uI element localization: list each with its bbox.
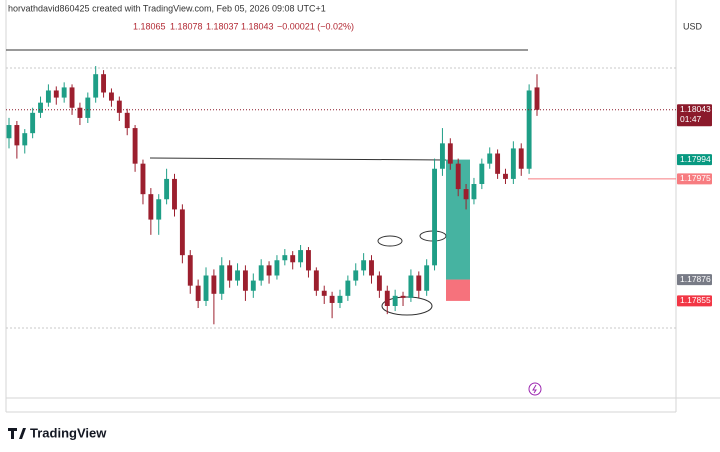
ohlc-close: 1.18043 [241,21,274,31]
price-tag-label: 1.17876 [680,274,711,284]
price-tag [677,295,712,307]
candle-body [321,290,327,296]
price-tag [677,274,712,286]
candle-body [384,290,390,306]
drawn-ellipse [377,235,403,247]
ohlc-change: −0.00021 (−0.02%) [277,21,354,31]
candle-body [53,90,59,98]
plot-area [6,0,676,398]
candle-body [329,295,335,303]
candle-body [439,143,445,169]
candle-body [22,133,28,146]
price-tag [677,173,712,185]
candle-body [211,275,217,294]
candle-body [353,270,359,281]
candle-body [6,125,12,139]
candle-body [172,178,177,210]
candle-body [345,280,351,296]
candle-body [61,87,67,98]
candle-body [503,173,508,179]
price-tag-label: 1.17975 [680,173,711,183]
candle-body [298,250,304,263]
candle-body [455,163,461,190]
candle-body [518,148,524,169]
candle-body [235,270,240,281]
candle-body [471,184,477,200]
event-icon [532,384,537,394]
candle-body [45,90,51,103]
candle-body [124,112,130,129]
currency: USD [683,21,703,31]
ohlc-high: 1.18078 [170,21,203,31]
logo: TradingView [8,425,107,440]
candle-body [156,199,162,220]
candle-body [132,128,138,164]
candle-body [534,87,540,110]
candle-body [416,275,422,291]
candle-body [376,275,382,291]
candle-body [14,125,20,146]
credit: horvathdavid860425 created with TradingV… [8,3,326,13]
candle-body [392,295,398,306]
candle-body [69,87,75,108]
candle-body [38,102,43,113]
countdown: 01:47 [680,114,702,124]
candle-body [408,275,414,298]
candle-body [101,74,107,93]
candle-body [487,153,493,164]
candle-body [463,189,469,200]
candle-body [148,194,154,220]
price-tag [677,104,712,127]
ohlc-open: 1.18065 [133,21,166,31]
candle-body [306,250,311,271]
candle-body [242,270,248,291]
position-stop [446,279,470,301]
logo-text: TradingView [30,425,107,440]
candle-body [85,97,91,118]
candle-body [195,285,201,301]
candle-body [266,265,272,276]
candle-body [179,209,185,256]
drawn-ellipse [381,296,433,316]
candle-body [274,260,280,276]
candle-body [258,265,264,281]
candle-body [250,280,256,291]
candle-body [361,260,367,271]
candle-body [77,107,83,118]
ohlc-low: 1.18037 [206,21,239,31]
candle-body [93,74,99,98]
candle-body [116,100,122,113]
candle-body [479,163,485,184]
candle-body [424,265,430,291]
candle-body [313,270,319,291]
price-tag-label: 1.17994 [680,154,711,164]
candle-body [432,168,437,266]
price-tag-label: 1.18043 [680,104,711,114]
candle-body [164,178,170,200]
candle-body [526,90,532,169]
candle-body [219,265,225,294]
candle-body [203,275,209,301]
price-tag [677,154,712,166]
candle-body [495,153,501,174]
candle-body [140,163,146,195]
candle-body [30,112,36,134]
candle-body [337,295,343,303]
price-tag-label: 1.17855 [680,295,711,305]
candle-body [447,143,453,164]
candle-body [290,255,296,263]
logo-mark [8,428,26,439]
candle-body [109,92,114,101]
candle-body [227,265,233,281]
candle-body [510,148,516,179]
event-icon[interactable] [528,382,542,396]
candle-body [282,255,288,261]
drawn-line [149,157,447,161]
candle-body [187,255,193,286]
candle-body [400,295,406,298]
candle-body [369,260,374,276]
